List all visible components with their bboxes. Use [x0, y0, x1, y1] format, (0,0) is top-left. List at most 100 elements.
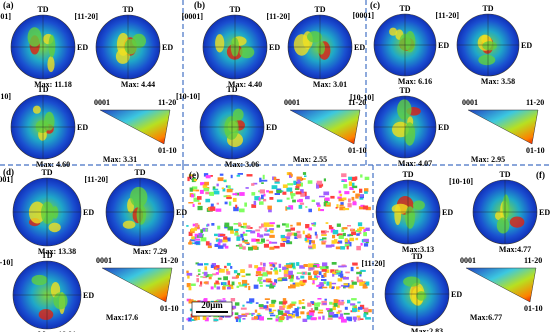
grain [205, 191, 210, 195]
grain [321, 274, 325, 278]
grain [288, 270, 293, 276]
grain [231, 276, 238, 279]
grain [314, 306, 319, 311]
grain [187, 317, 192, 322]
max-label: Max: 4.40 [228, 80, 262, 89]
grain [268, 224, 274, 227]
grain [237, 173, 243, 175]
grain [300, 311, 305, 315]
grain [236, 234, 240, 238]
grain [289, 278, 294, 282]
grain [261, 223, 264, 228]
pole-name: [0001] [182, 12, 204, 21]
grain [318, 316, 321, 320]
grain [309, 312, 314, 317]
grain [357, 228, 362, 231]
td-label: TD [402, 170, 413, 179]
grain [272, 309, 277, 312]
grain [222, 243, 227, 247]
pole-name: [11-20] [361, 259, 385, 268]
ipf-corner: 0001 [462, 98, 478, 107]
grain [296, 262, 300, 266]
texture-spot [115, 48, 130, 64]
grain [203, 298, 208, 303]
grain [265, 278, 272, 283]
td-label: TD [226, 85, 237, 94]
grain [318, 209, 324, 212]
grain [338, 265, 344, 268]
grain [235, 244, 240, 247]
grain [323, 281, 326, 285]
grain [363, 243, 369, 247]
grain [359, 197, 364, 200]
grain [267, 317, 273, 320]
grain [257, 274, 263, 276]
grain [273, 262, 278, 265]
grain [357, 194, 364, 197]
grain [291, 263, 294, 267]
grain [228, 201, 232, 206]
grain [328, 225, 332, 230]
grain [290, 232, 296, 236]
grain [190, 283, 196, 286]
grain [276, 189, 282, 194]
grain [358, 306, 363, 310]
texture-spot [124, 39, 137, 55]
grain [280, 234, 285, 239]
grain [335, 246, 341, 250]
grain [233, 223, 239, 225]
grain [263, 262, 266, 267]
grain [317, 204, 321, 207]
texture-spot [307, 31, 322, 43]
grain [338, 235, 344, 239]
grain [186, 225, 189, 227]
grain [260, 262, 263, 266]
grain [319, 282, 325, 287]
grain [253, 200, 257, 205]
grain [197, 269, 201, 273]
grain [242, 246, 246, 250]
grain [230, 229, 234, 234]
grain [318, 309, 324, 312]
grain [328, 313, 334, 318]
grain [194, 241, 200, 245]
grain [289, 303, 296, 306]
grain [364, 188, 369, 192]
grain [331, 262, 337, 265]
ipf-corner: 0001 [284, 98, 300, 107]
grain [210, 203, 214, 208]
grain [197, 196, 202, 200]
ipf-corner: 0001 [96, 256, 112, 265]
grain [348, 284, 354, 289]
ed-label: ED [354, 43, 365, 52]
grain [305, 195, 310, 200]
grain [258, 242, 263, 244]
grain [265, 305, 269, 309]
grain [332, 271, 337, 274]
grain [215, 238, 220, 242]
texture-spot [32, 105, 41, 114]
grain [189, 239, 196, 242]
grain [325, 269, 330, 273]
grain [312, 244, 316, 249]
grain [283, 269, 289, 274]
grain [250, 230, 256, 234]
grain [273, 176, 277, 181]
grain [255, 238, 260, 242]
grain [355, 230, 361, 233]
grain [297, 179, 301, 184]
grain [235, 275, 239, 279]
grain [246, 225, 251, 229]
grain [200, 237, 207, 242]
grain [269, 222, 275, 225]
grain [259, 177, 262, 183]
td-label: TD [37, 85, 48, 94]
grain [285, 229, 292, 232]
grain [190, 228, 195, 232]
grain [331, 286, 334, 290]
grain [281, 301, 286, 305]
grain [261, 182, 264, 184]
grain [269, 197, 274, 200]
grain [324, 266, 329, 269]
grain [318, 284, 323, 289]
